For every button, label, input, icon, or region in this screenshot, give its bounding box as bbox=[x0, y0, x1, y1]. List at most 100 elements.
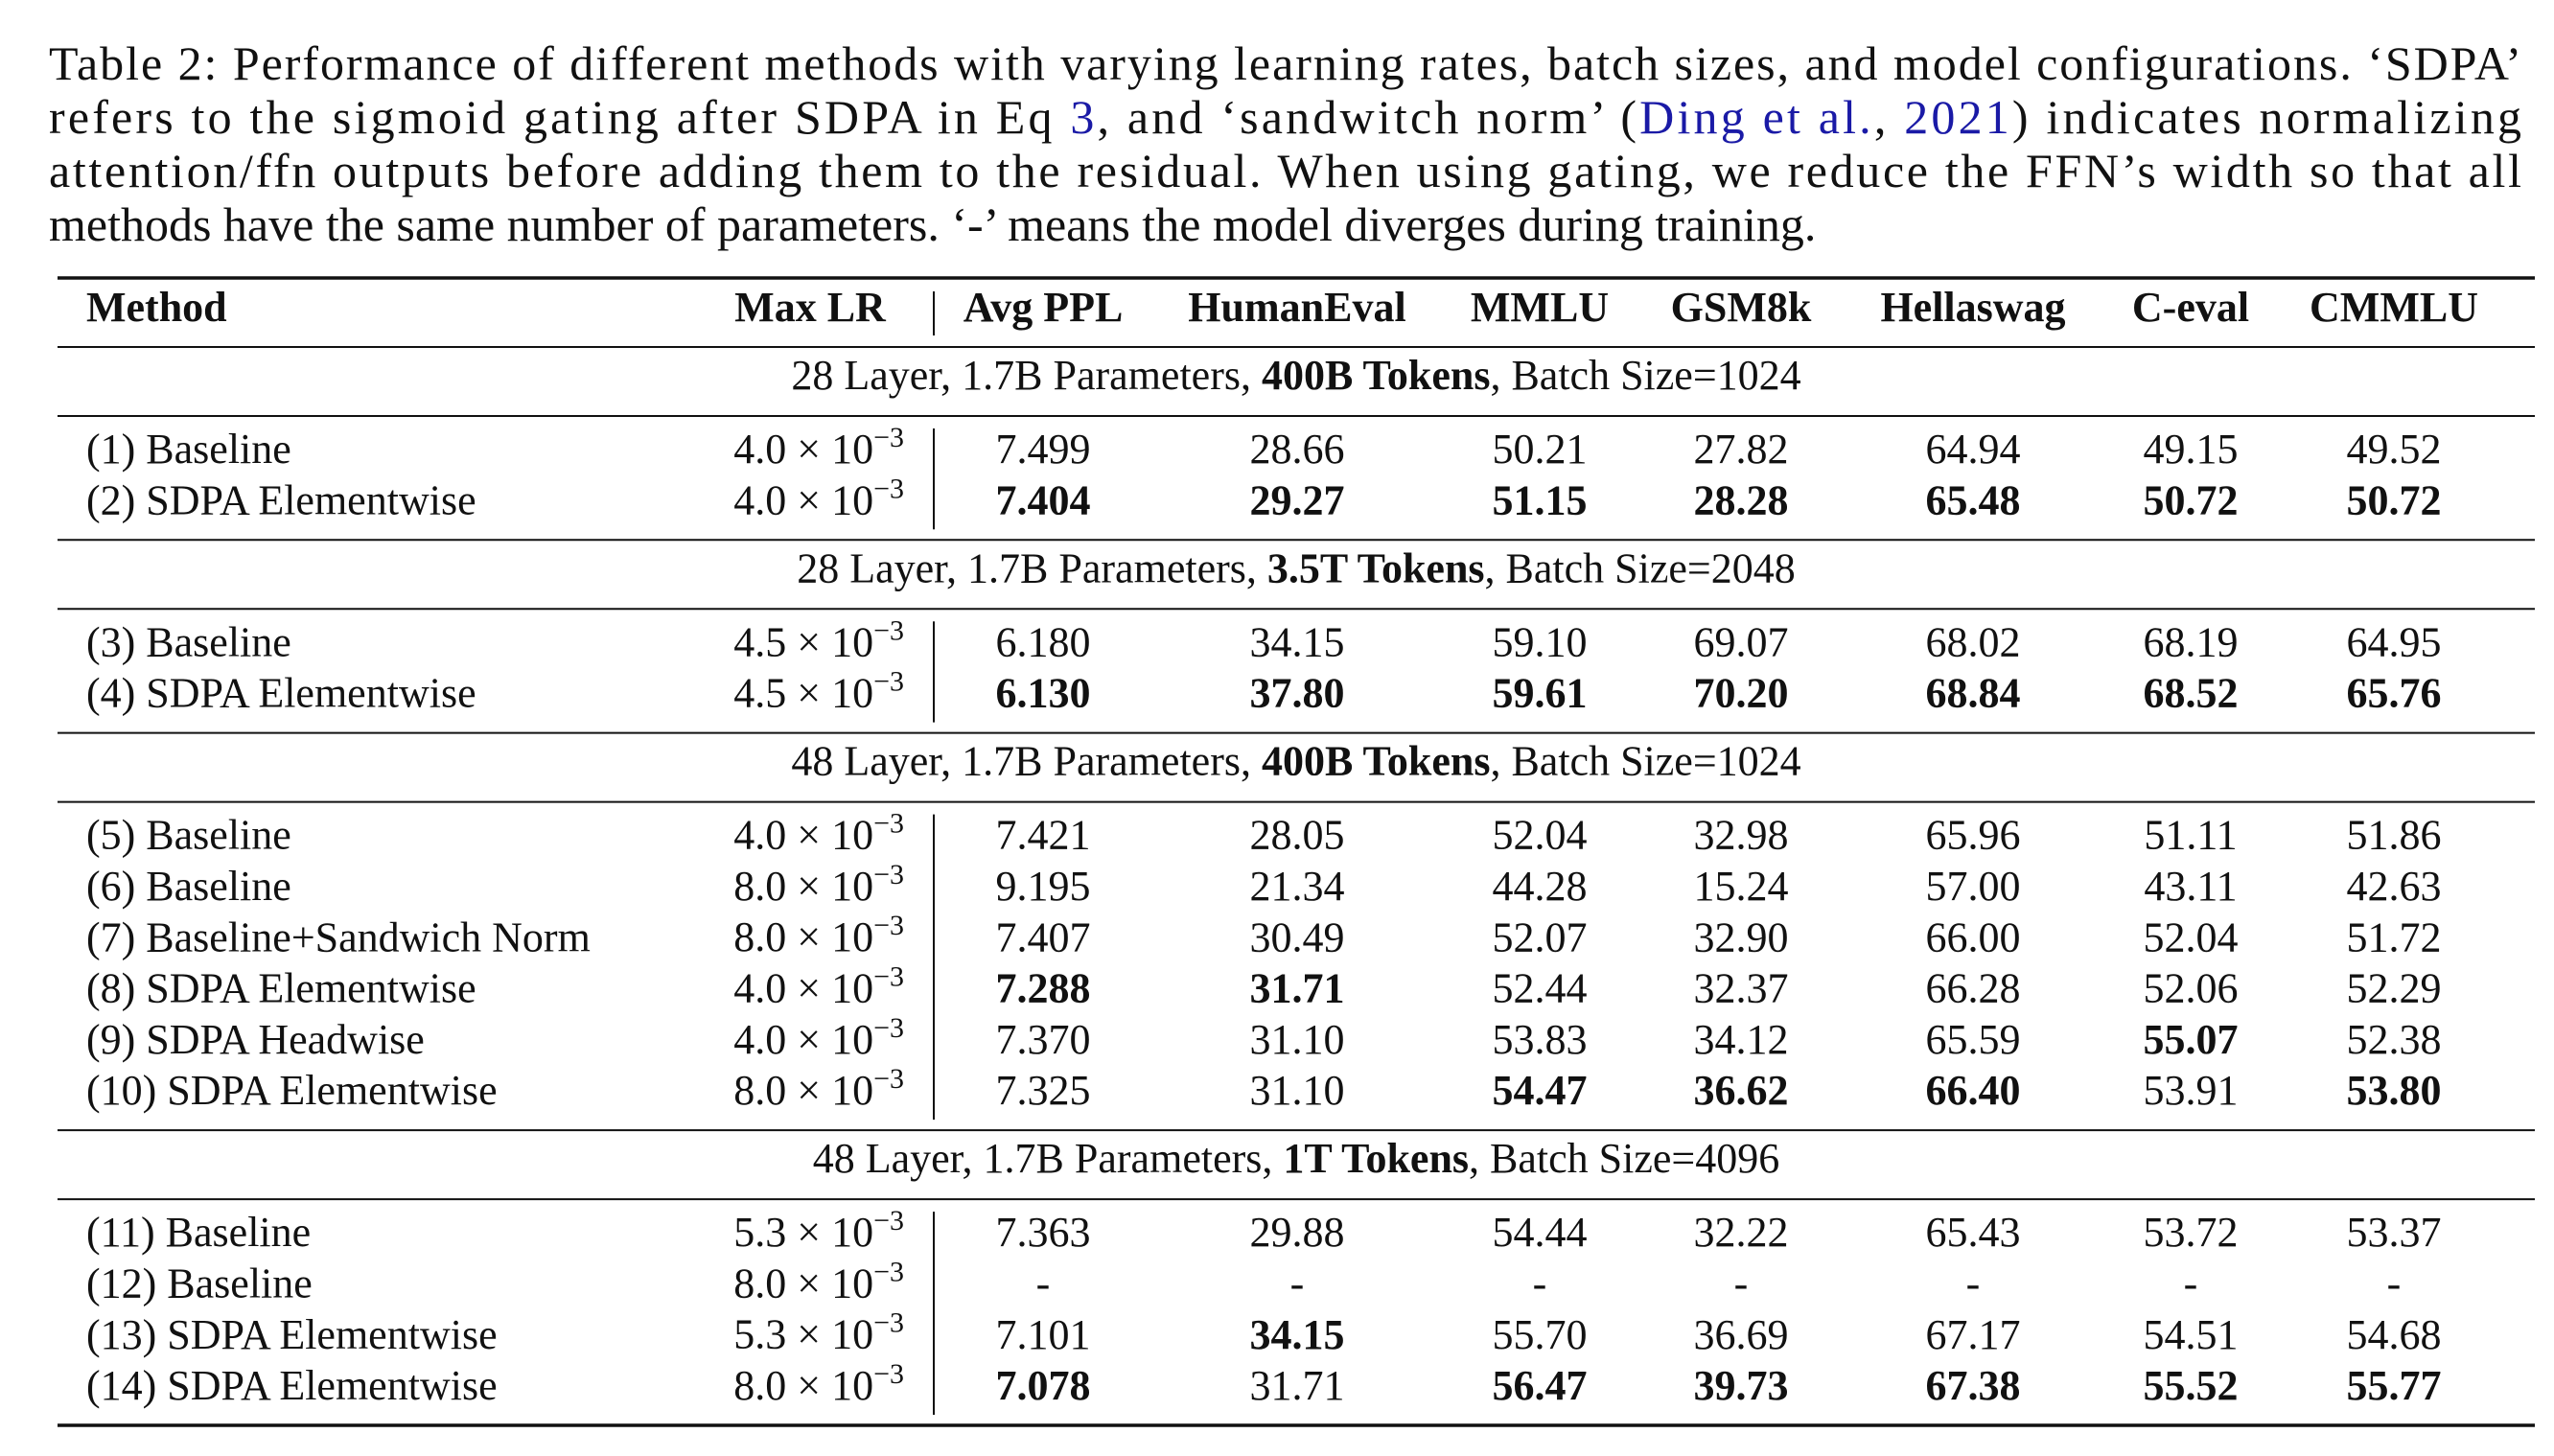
metric-value: 54.68 bbox=[2347, 1311, 2442, 1358]
column-header: Method bbox=[86, 284, 227, 331]
metric-value: 29.27 bbox=[1250, 476, 1345, 523]
lr-exponent: −3 bbox=[873, 910, 904, 941]
metric-value: 44.28 bbox=[1493, 863, 1588, 910]
lr-base: 4.0 × 10 bbox=[733, 476, 873, 523]
metric-value: 28.05 bbox=[1250, 812, 1345, 859]
metric-value: 7.499 bbox=[996, 426, 1091, 473]
metric-value: 50.72 bbox=[2144, 476, 2239, 523]
metric-value: 34.15 bbox=[1250, 1311, 1345, 1358]
lr-exponent: −3 bbox=[873, 1205, 904, 1236]
max-lr: 5.3 × 10−3 bbox=[733, 1205, 904, 1256]
method-label: (10) SDPA Elementwise bbox=[86, 1067, 498, 1114]
column-header: GSM8k bbox=[1671, 284, 1812, 331]
lr-exponent: −3 bbox=[873, 1358, 904, 1390]
method-label: (4) SDPA Elementwise bbox=[86, 670, 476, 717]
section-header: 28 Layer, 1.7B Parameters, 3.5T Tokens, … bbox=[797, 544, 1796, 591]
max-lr: 8.0 × 10−3 bbox=[733, 1256, 904, 1306]
method-label: (1) Baseline bbox=[86, 426, 291, 473]
metric-value: 68.84 bbox=[1926, 670, 2021, 717]
metric-value: 36.69 bbox=[1694, 1311, 1789, 1358]
metric-value: 67.38 bbox=[1926, 1362, 2021, 1409]
citation-link[interactable]: 3 bbox=[1070, 90, 1094, 144]
metric-value: 65.48 bbox=[1926, 476, 2021, 523]
lr-exponent: −3 bbox=[873, 1307, 904, 1339]
metric-value: - bbox=[2387, 1260, 2402, 1306]
caption-text: , and ‘sandwitch norm’ ( bbox=[1098, 90, 1637, 144]
column-header: HumanEval bbox=[1188, 284, 1405, 331]
section-header-part: 400B Tokens bbox=[1262, 352, 1490, 399]
metric-value: 55.77 bbox=[2347, 1362, 2442, 1409]
caption-text: ) indicates normalizing bbox=[2012, 90, 2521, 144]
column-header: Hellaswag bbox=[1880, 284, 2065, 331]
metric-value: 55.52 bbox=[2144, 1362, 2239, 1409]
metric-value: 53.72 bbox=[2144, 1209, 2239, 1256]
lr-base: 4.5 × 10 bbox=[733, 670, 873, 717]
lr-base: 8.0 × 10 bbox=[733, 913, 873, 960]
metric-value: - bbox=[2184, 1260, 2198, 1306]
metric-value: 32.90 bbox=[1694, 913, 1789, 960]
metric-value: - bbox=[1966, 1260, 1981, 1306]
metric-value: 53.91 bbox=[2144, 1067, 2239, 1114]
metric-value: 59.10 bbox=[1493, 618, 1588, 665]
method-label: (8) SDPA Elementwise bbox=[86, 965, 476, 1012]
lr-base: 4.5 × 10 bbox=[733, 618, 873, 665]
metric-value: - bbox=[1734, 1260, 1749, 1306]
metric-value: 7.404 bbox=[996, 476, 1091, 523]
metric-value: 54.44 bbox=[1493, 1209, 1588, 1256]
metric-value: 56.47 bbox=[1493, 1362, 1588, 1409]
section-header-part: 3.5T Tokens bbox=[1267, 544, 1485, 591]
section-header-part: 1T Tokens bbox=[1283, 1135, 1469, 1182]
max-lr: 4.0 × 10−3 bbox=[733, 422, 904, 473]
section-header: 48 Layer, 1.7B Parameters, 400B Tokens, … bbox=[791, 738, 1800, 785]
metric-value: 7.370 bbox=[996, 1016, 1091, 1063]
metric-value: 32.98 bbox=[1694, 812, 1789, 859]
metric-value: 54.51 bbox=[2144, 1311, 2239, 1358]
max-lr: 5.3 × 10−3 bbox=[733, 1307, 904, 1358]
metric-value: 43.11 bbox=[2144, 863, 2237, 910]
metric-value: 68.52 bbox=[2144, 670, 2239, 717]
method-label: (3) Baseline bbox=[86, 618, 291, 665]
metric-value: 57.00 bbox=[1926, 863, 2021, 910]
max-lr: 4.5 × 10−3 bbox=[733, 665, 904, 716]
metric-value: - bbox=[1036, 1260, 1051, 1306]
section-header-part: , Batch Size=2048 bbox=[1485, 544, 1796, 591]
caption-text: methods have the same number of paramete… bbox=[49, 197, 1816, 251]
metric-value: 51.72 bbox=[2347, 913, 2442, 960]
caption-text: , bbox=[1874, 90, 1901, 144]
metric-value: 65.96 bbox=[1926, 812, 2021, 859]
metric-value: 6.130 bbox=[996, 670, 1091, 717]
metric-value: 31.71 bbox=[1250, 965, 1345, 1012]
metric-value: 28.66 bbox=[1250, 426, 1345, 473]
max-lr: 8.0 × 10−3 bbox=[733, 859, 904, 910]
max-lr: 8.0 × 10−3 bbox=[733, 1358, 904, 1409]
metric-value: 7.288 bbox=[996, 965, 1091, 1012]
metric-value: 7.407 bbox=[996, 913, 1091, 960]
max-lr: 8.0 × 10−3 bbox=[733, 1063, 904, 1114]
lr-exponent: −3 bbox=[873, 422, 904, 453]
metric-value: 52.06 bbox=[2144, 965, 2239, 1012]
metric-value: 69.07 bbox=[1694, 618, 1789, 665]
column-header: Max LR bbox=[734, 284, 887, 331]
lr-exponent: −3 bbox=[873, 960, 904, 992]
method-label: (6) Baseline bbox=[86, 863, 291, 910]
section-header: 28 Layer, 1.7B Parameters, 400B Tokens, … bbox=[791, 352, 1800, 399]
metric-value: 6.180 bbox=[996, 618, 1091, 665]
metric-value: 15.24 bbox=[1694, 863, 1789, 910]
column-header: MMLU bbox=[1471, 284, 1609, 331]
metric-value: 59.61 bbox=[1493, 670, 1588, 717]
metric-value: 55.07 bbox=[2144, 1016, 2239, 1063]
column-header: Avg PPL bbox=[964, 284, 1124, 331]
metric-value: 64.95 bbox=[2347, 618, 2442, 665]
metric-value: 30.49 bbox=[1250, 913, 1345, 960]
metric-value: 7.363 bbox=[996, 1209, 1091, 1256]
metric-value: 52.38 bbox=[2347, 1016, 2442, 1063]
caption-text: Table 2: bbox=[49, 36, 217, 90]
metric-value: 55.70 bbox=[1493, 1311, 1588, 1358]
metric-value: 51.15 bbox=[1493, 476, 1588, 523]
citation-link[interactable]: 2021 bbox=[1904, 90, 2009, 144]
citation-link[interactable]: Ding et al. bbox=[1639, 90, 1871, 144]
section-header-part: , Batch Size=4096 bbox=[1469, 1135, 1779, 1182]
method-label: (11) Baseline bbox=[86, 1209, 311, 1256]
